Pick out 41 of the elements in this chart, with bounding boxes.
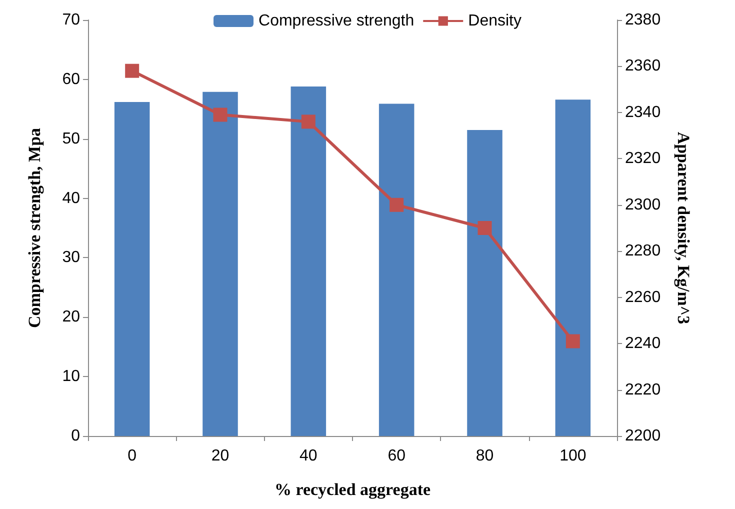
y2-tick-label: 2280: [625, 242, 661, 260]
bar: [467, 130, 502, 436]
x-tick-label: 0: [128, 448, 137, 464]
y-tick-label: 30: [62, 249, 80, 266]
bar: [202, 92, 238, 436]
y2-tick-label: 2260: [625, 288, 661, 306]
legend-label: Compressive strength: [258, 12, 414, 30]
y2-tick-label: 2360: [625, 58, 661, 75]
point: [478, 221, 492, 235]
bar: [378, 104, 414, 436]
y-tick-label: 10: [62, 368, 80, 386]
bar: [114, 102, 150, 436]
x-tick-label: 60: [388, 448, 406, 464]
x-tick-label: 100: [560, 448, 586, 464]
y2-tick-label: 2300: [625, 196, 661, 214]
x-tick-label: 40: [300, 448, 318, 464]
point: [566, 334, 580, 348]
point: [301, 114, 316, 129]
legend-label: Density: [468, 12, 522, 30]
y2-axis-title: Apparent density, Kg/m^3: [674, 132, 693, 324]
y-tick-label: 20: [62, 308, 80, 326]
y-tick-label: 40: [62, 190, 80, 207]
bar: [555, 100, 591, 436]
y-tick-label: 50: [62, 130, 80, 148]
y-tick-label: 70: [62, 12, 80, 28]
x-axis-title: % recycled aggregate: [274, 480, 431, 499]
y2-tick-label: 2320: [625, 150, 661, 168]
bar: [290, 86, 326, 436]
y-axis-title: Compressive strength, Mpa: [25, 127, 44, 328]
x-tick-label: 80: [476, 448, 494, 464]
y2-tick-label: 2340: [625, 104, 661, 121]
y-tick-label: 0: [71, 428, 80, 444]
y2-tick-label: 2380: [625, 12, 661, 28]
point: [125, 64, 140, 78]
y2-tick-label: 2220: [625, 381, 661, 398]
point: [213, 108, 228, 122]
x-tick-label: 20: [211, 448, 230, 464]
y2-tick-label: 2240: [625, 335, 661, 352]
y-tick-label: 60: [62, 70, 80, 88]
y2-tick-label: 2200: [625, 428, 661, 444]
point: [390, 198, 404, 212]
